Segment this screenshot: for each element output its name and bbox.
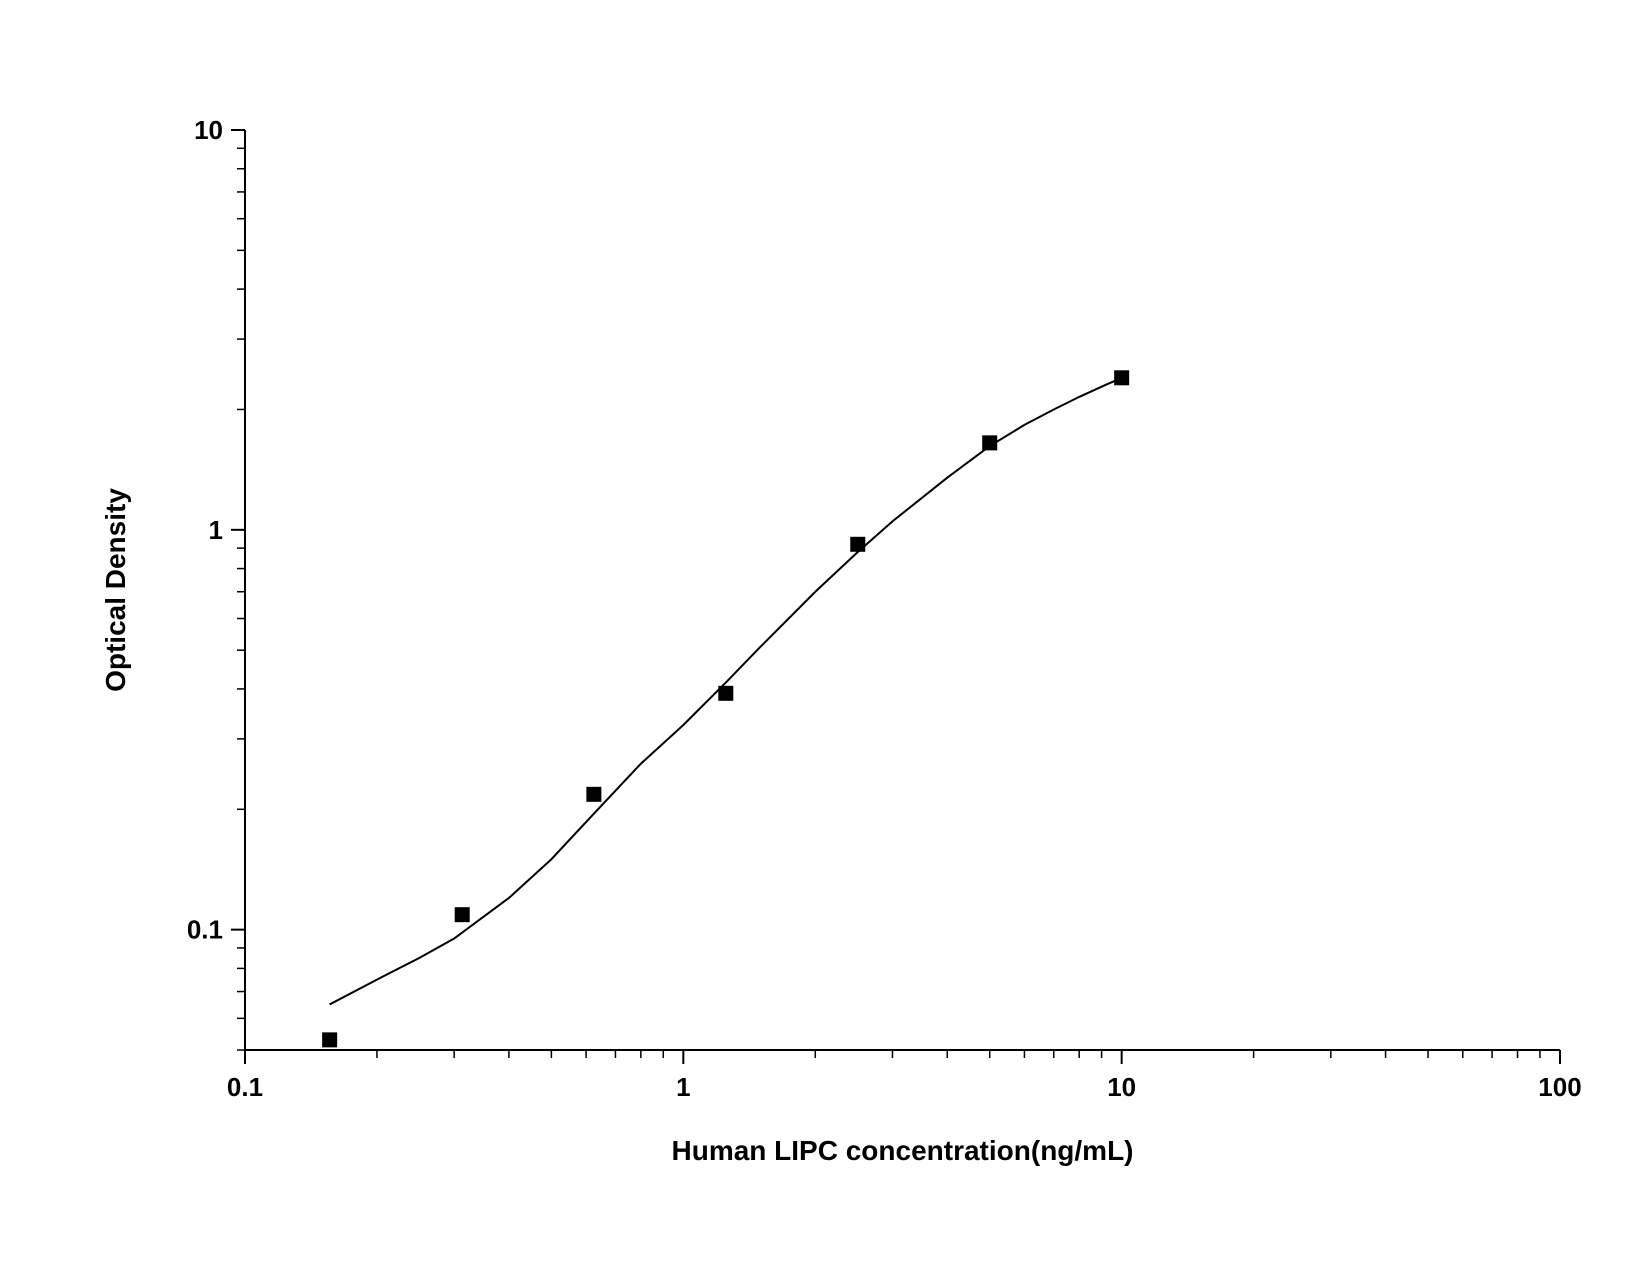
y-axis-label: Optical Density xyxy=(100,488,131,692)
x-tick-label: 10 xyxy=(1107,1072,1136,1102)
data-point-marker xyxy=(851,537,865,551)
y-tick-label: 1 xyxy=(209,515,223,545)
chart-container: 0.1 1 10 100 0.1 1 10 Human LIPC concentration(… xyxy=(0,0,1650,1275)
data-point-marker xyxy=(587,787,601,801)
data-point-marker xyxy=(323,1033,337,1047)
data-point-marker xyxy=(1115,371,1129,385)
chart-svg: 0.1 1 10 100 0.1 1 10 Human LIPC concentration(… xyxy=(0,0,1650,1275)
x-axis-label: Human LIPC concentration(ng/mL) xyxy=(672,1135,1134,1166)
x-tick-label: 100 xyxy=(1538,1072,1581,1102)
y-tick-label: 10 xyxy=(194,115,223,145)
data-point-marker xyxy=(455,908,469,922)
x-tick-label: 1 xyxy=(676,1072,690,1102)
y-tick-label: 0.1 xyxy=(187,915,223,945)
x-tick-label: 0.1 xyxy=(227,1072,263,1102)
data-point-marker xyxy=(983,436,997,450)
data-point-marker xyxy=(719,686,733,700)
